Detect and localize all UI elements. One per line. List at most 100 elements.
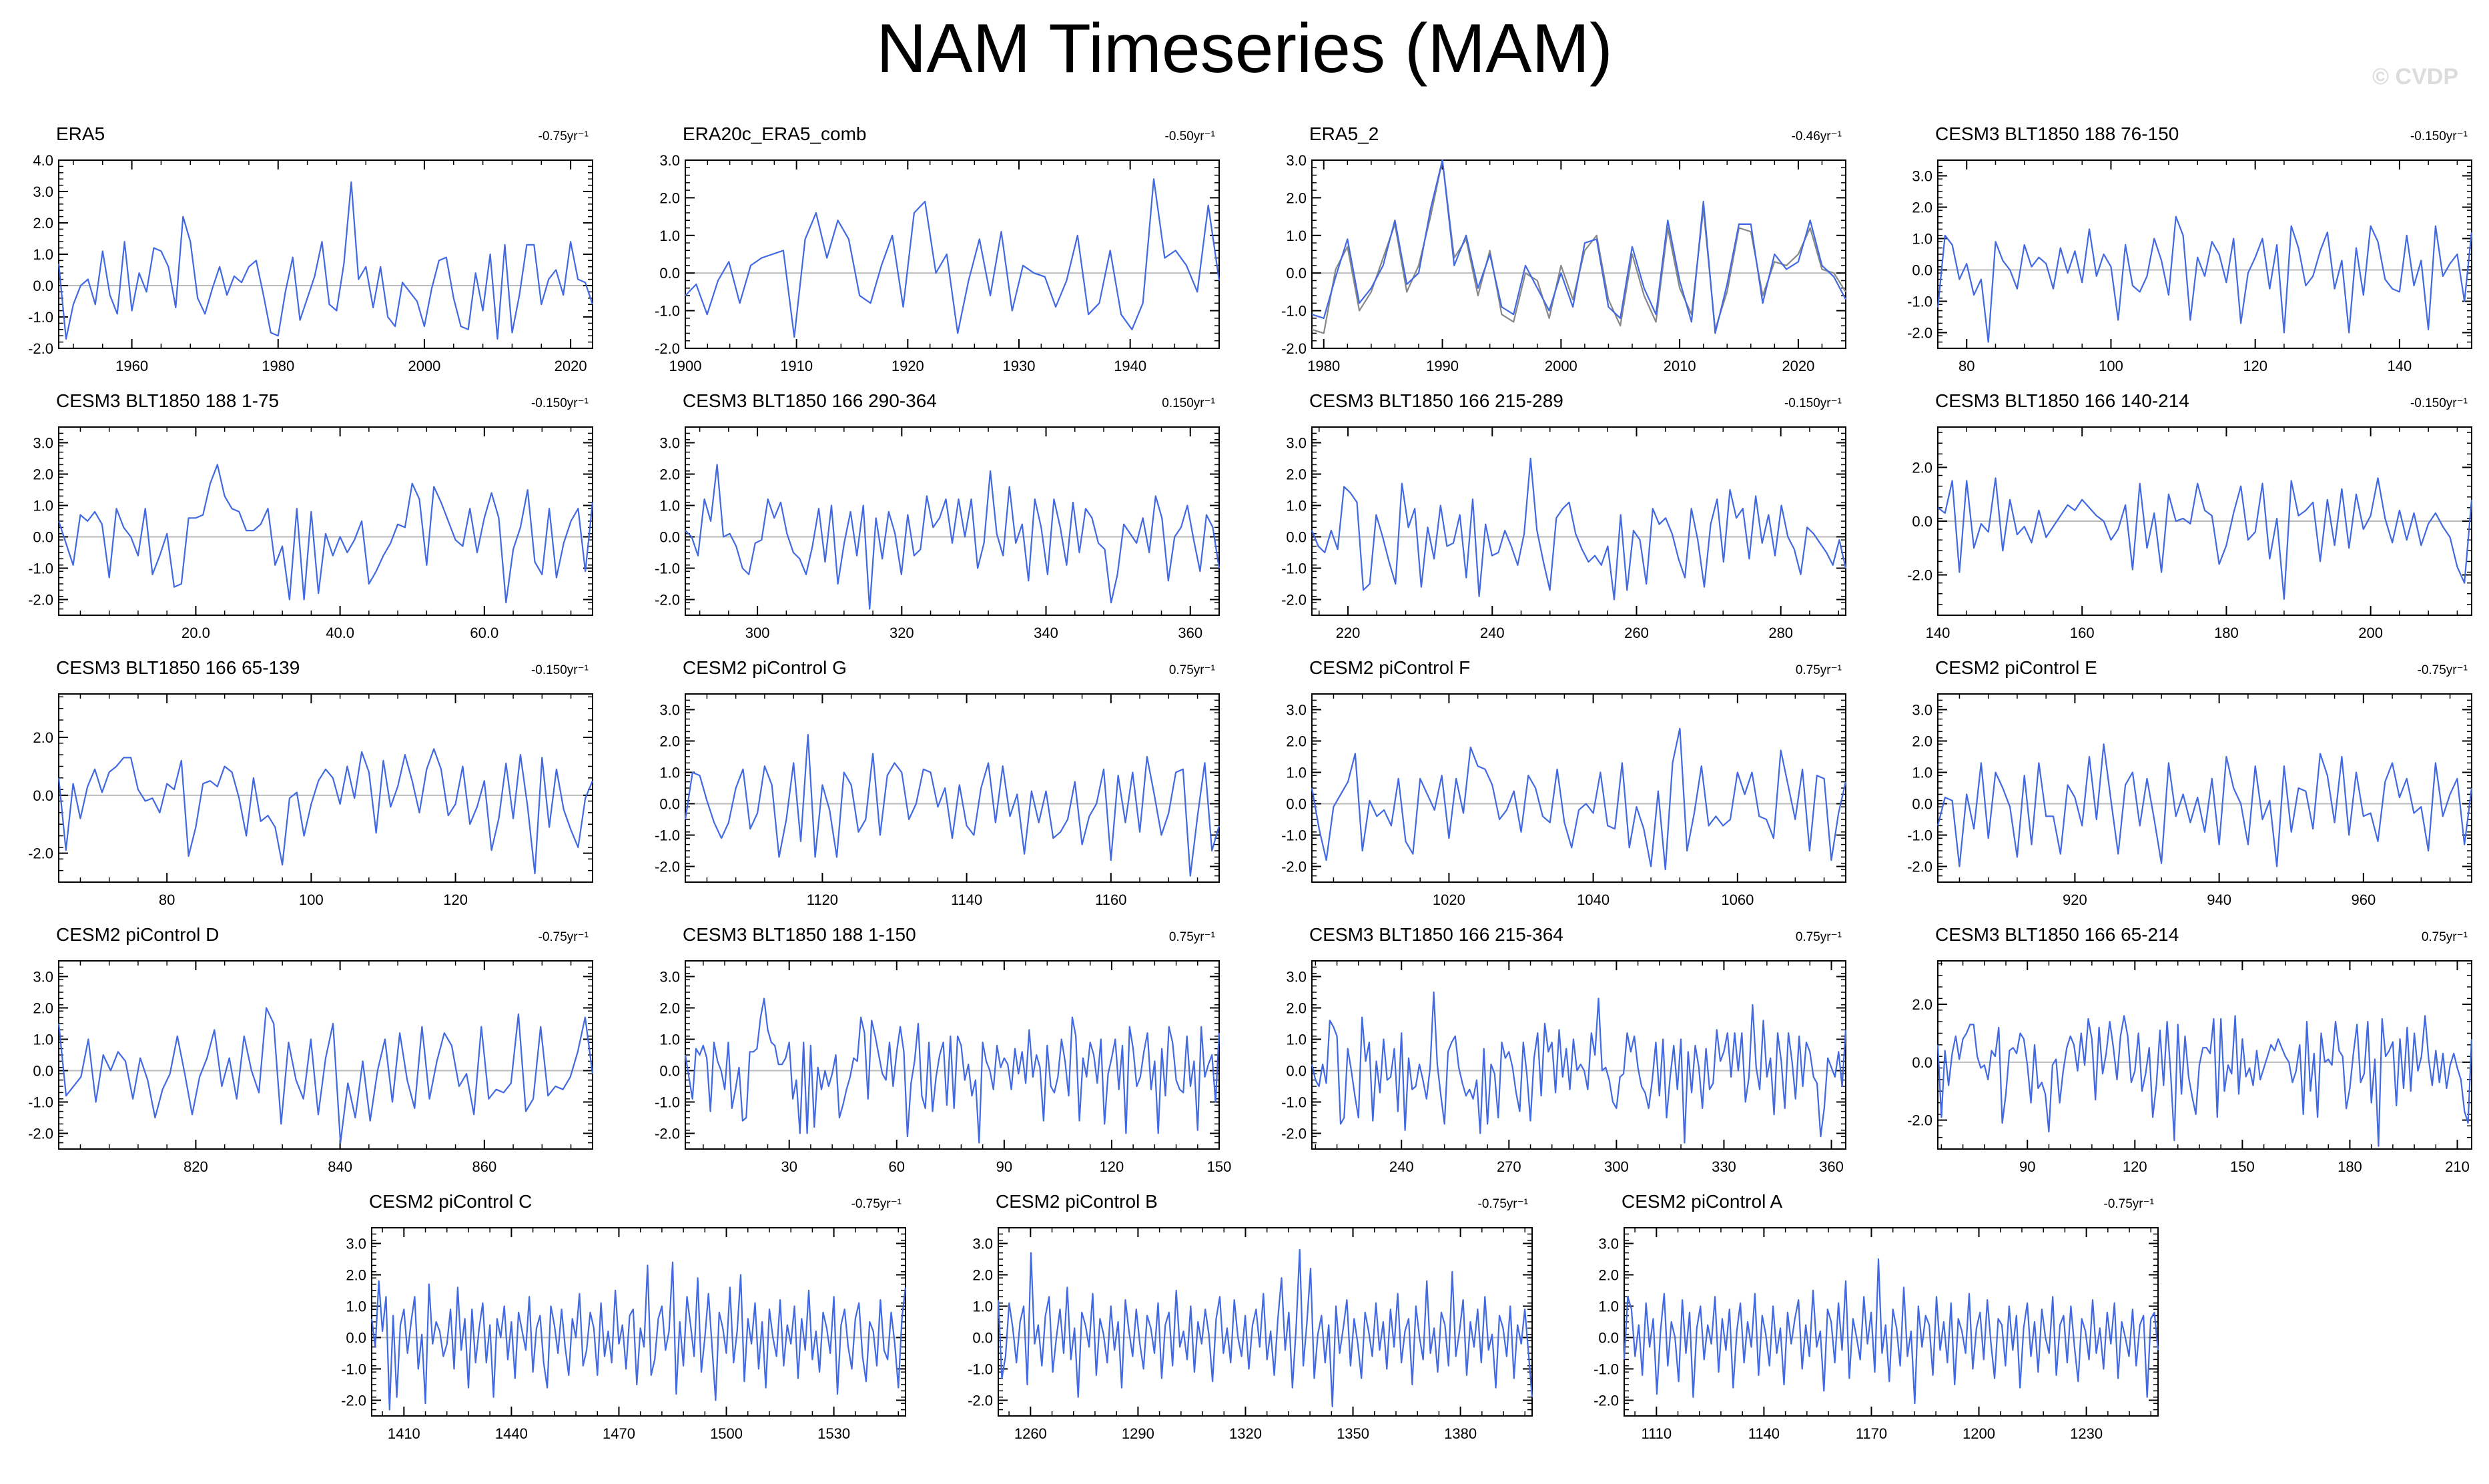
plot-frame	[685, 960, 1220, 1150]
x-tick-label: 150	[2230, 1158, 2255, 1175]
x-tick-label: 1060	[1721, 891, 1754, 908]
x-tick-label: 180	[2338, 1158, 2362, 1175]
panel-title: CESM2 piControl A	[1622, 1191, 1783, 1212]
trend-label: -0.75yr⁻¹	[539, 930, 589, 944]
y-tick-label: -2.0	[1593, 1393, 1619, 1409]
trend-label: -0.75yr⁻¹	[851, 1197, 902, 1211]
x-tick-label: 240	[1480, 625, 1505, 641]
panel-title: CESM3 BLT1850 188 1-150	[683, 924, 916, 945]
series-line	[1623, 1258, 2159, 1405]
panel-title: CESM2 piControl D	[56, 924, 219, 945]
panel-title: CESM2 piControl B	[996, 1191, 1158, 1212]
trend-label: 0.75yr⁻¹	[1796, 930, 1842, 944]
y-tick-label: 3.0	[33, 183, 53, 200]
plot-frame	[1311, 159, 1846, 349]
y-tick-label: 0.0	[1286, 796, 1307, 813]
chart-panel: CESM2 piControl C -0.75yr⁻¹ -2.0 -1.0 0.0 1.0…	[341, 1191, 907, 1442]
x-tick-label: 100	[299, 891, 324, 908]
x-tick-label: 1440	[495, 1425, 528, 1442]
x-tick-label: 330	[1712, 1158, 1736, 1175]
x-tick-label: 200	[2358, 625, 2383, 641]
y-tick-label: 1.0	[1912, 231, 1932, 248]
x-tick-label: 140	[2388, 358, 2412, 374]
y-tick-label: -1.0	[1281, 827, 1307, 844]
y-tick-label: 3.0	[659, 969, 680, 986]
y-tick-label: 2.0	[1286, 1000, 1307, 1017]
x-tick-label: 1410	[388, 1425, 420, 1442]
y-tick-label: 1.0	[1286, 498, 1307, 514]
y-tick-label: 0.0	[1286, 1063, 1307, 1080]
trend-label: -0.150yr⁻¹	[2410, 129, 2468, 143]
y-tick-label: 2.0	[1912, 996, 1932, 1013]
y-tick-label: 3.0	[659, 702, 680, 719]
plot-frame	[58, 426, 593, 616]
x-tick-label: 80	[1959, 358, 1975, 374]
panel-title: CESM2 piControl C	[369, 1191, 532, 1212]
y-tick-label: 3.0	[972, 1236, 993, 1252]
x-tick-label: 1120	[807, 891, 838, 908]
y-tick-label: -1.0	[28, 1094, 53, 1111]
series-line	[57, 181, 594, 340]
chart-panel: ERA20c_ERA5_comb -0.50yr⁻¹ -2.0 -1.0 0.0 1.0 2…	[655, 123, 1220, 374]
plot-frame	[1937, 159, 2472, 349]
y-tick-label: -2.0	[1907, 859, 1932, 875]
y-tick-label: 1.0	[659, 228, 680, 244]
panel-title: ERA20c_ERA5_comb	[683, 123, 866, 144]
series-line	[370, 1261, 907, 1411]
x-tick-label: 320	[890, 625, 914, 641]
x-tick-label: 1260	[1014, 1425, 1047, 1442]
x-tick-label: 300	[745, 625, 770, 641]
series-line	[57, 464, 594, 604]
y-tick-label: -1.0	[28, 309, 53, 326]
y-tick-label: 0.0	[1912, 262, 1932, 279]
chart-panel: CESM3 BLT1850 166 65-214 0.75yr⁻¹ -2.0 0.0 2…	[1907, 924, 2473, 1175]
plot-frame	[685, 426, 1220, 616]
x-tick-label: 120	[2243, 358, 2267, 374]
watermark: © CVDP	[2372, 64, 2458, 89]
y-tick-label: 3.0	[1912, 168, 1932, 185]
panel-title: CESM3 BLT1850 166 65-214	[1935, 924, 2179, 945]
x-tick-label: 80	[159, 891, 175, 908]
y-tick-label: 0.0	[1286, 265, 1307, 282]
y-tick-label: 3.0	[1286, 152, 1307, 169]
x-tick-label: 90	[996, 1158, 1012, 1175]
x-tick-label: 2000	[1545, 358, 1577, 374]
chart-panel: CESM2 piControl E -0.75yr⁻¹ -2.0 -1.0 0.0 1.0…	[1907, 657, 2473, 908]
y-tick-label: 0.0	[33, 529, 53, 546]
x-tick-label: 100	[2099, 358, 2123, 374]
x-tick-label: 120	[2123, 1158, 2147, 1175]
y-tick-label: 3.0	[1286, 702, 1307, 719]
x-tick-label: 1930	[1003, 358, 1036, 374]
x-tick-label: 2000	[408, 358, 440, 374]
trend-label: -0.150yr⁻¹	[531, 663, 589, 677]
y-tick-label: 1.0	[33, 246, 53, 263]
x-tick-label: 240	[1389, 1158, 1414, 1175]
x-tick-label: 1350	[1337, 1425, 1369, 1442]
main-title: NAM Timeseries (MAM)	[876, 10, 1613, 87]
y-tick-label: 2.0	[33, 1000, 53, 1017]
y-tick-label: -2.0	[1281, 859, 1307, 875]
y-tick-label: 1.0	[1286, 228, 1307, 244]
panel-title: ERA5	[56, 123, 105, 144]
y-tick-label: 0.0	[1598, 1330, 1619, 1347]
x-tick-label: 1470	[603, 1425, 635, 1442]
y-tick-label: 2.0	[1286, 190, 1307, 206]
y-tick-label: 0.0	[33, 787, 53, 804]
x-tick-label: 260	[1624, 625, 1649, 641]
y-tick-label: 2.0	[659, 466, 680, 483]
y-tick-label: -2.0	[655, 592, 680, 609]
series-line	[1936, 216, 2473, 343]
x-tick-label: 20.0	[182, 625, 210, 641]
y-tick-label: 4.0	[33, 152, 53, 169]
series-line	[685, 178, 1220, 338]
x-tick-label: 2020	[555, 358, 587, 374]
x-tick-label: 340	[1034, 625, 1058, 641]
x-tick-label: 1980	[1307, 358, 1340, 374]
trend-label: 0.150yr⁻¹	[1162, 396, 1215, 410]
y-tick-label: -2.0	[1907, 567, 1932, 584]
y-tick-label: -1.0	[1281, 303, 1307, 320]
y-tick-label: 2.0	[33, 215, 53, 232]
chart-panel: CESM3 BLT1850 166 215-364 0.75yr⁻¹ -2.0 -1.…	[1281, 924, 1847, 1175]
chart-panel: CESM3 BLT1850 166 215-289 -0.150yr⁻¹ -2.0 -…	[1281, 390, 1847, 641]
